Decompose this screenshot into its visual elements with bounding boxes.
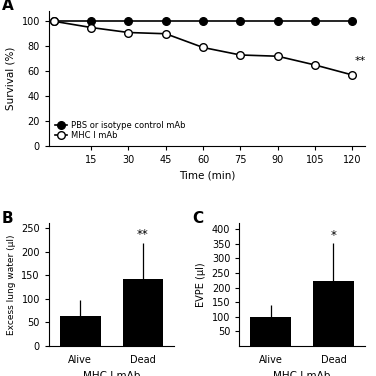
Line: PBS or isotype control mAb: PBS or isotype control mAb bbox=[50, 17, 356, 25]
PBS or isotype control mAb bbox=[89, 19, 93, 24]
PBS or isotype control mAb bbox=[350, 19, 355, 24]
Bar bbox=[123, 279, 163, 346]
PBS or isotype control mAb bbox=[238, 19, 243, 24]
PBS or isotype control mAb bbox=[52, 19, 56, 24]
PBS or isotype control mAb bbox=[126, 19, 131, 24]
MHC I mAb bbox=[89, 25, 93, 30]
Bar bbox=[313, 281, 354, 346]
Y-axis label: EVPE (μl): EVPE (μl) bbox=[196, 262, 206, 307]
MHC I mAb bbox=[126, 30, 131, 35]
Text: A: A bbox=[2, 0, 13, 13]
PBS or isotype control mAb bbox=[276, 19, 280, 24]
Text: *: * bbox=[331, 229, 336, 242]
MHC I mAb bbox=[164, 32, 168, 36]
Text: B: B bbox=[1, 211, 13, 226]
MHC I mAb bbox=[238, 53, 243, 57]
MHC I mAb bbox=[276, 54, 280, 59]
Bar bbox=[60, 316, 101, 346]
MHC I mAb bbox=[350, 73, 355, 77]
PBS or isotype control mAb bbox=[313, 19, 317, 24]
Legend: PBS or isotype control mAb, MHC I mAb: PBS or isotype control mAb, MHC I mAb bbox=[53, 119, 187, 142]
Text: **: ** bbox=[355, 56, 366, 66]
MHC I mAb bbox=[313, 63, 317, 67]
MHC I mAb bbox=[52, 19, 56, 24]
Text: **: ** bbox=[137, 228, 149, 241]
Y-axis label: Survival (%): Survival (%) bbox=[6, 47, 16, 111]
Text: C: C bbox=[192, 211, 203, 226]
Line: MHC I mAb: MHC I mAb bbox=[50, 17, 356, 79]
X-axis label: MHC I mAb: MHC I mAb bbox=[83, 370, 140, 376]
PBS or isotype control mAb bbox=[164, 19, 168, 24]
X-axis label: Time (min): Time (min) bbox=[179, 171, 235, 181]
Bar bbox=[250, 317, 291, 346]
PBS or isotype control mAb bbox=[201, 19, 205, 24]
MHC I mAb bbox=[201, 45, 205, 50]
X-axis label: MHC I mAb: MHC I mAb bbox=[273, 370, 331, 376]
Y-axis label: Excess lung water (μl): Excess lung water (μl) bbox=[7, 234, 16, 335]
